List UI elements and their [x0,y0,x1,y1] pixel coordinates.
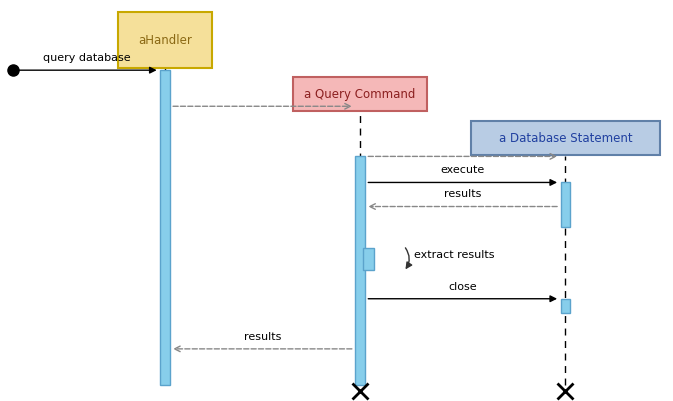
Bar [561,299,570,313]
Text: results: results [444,189,481,199]
FancyBboxPatch shape [471,121,660,155]
Text: query database: query database [42,53,131,63]
Bar [160,70,170,385]
Text: results: results [244,332,281,342]
FancyBboxPatch shape [118,12,212,68]
Bar [355,156,365,385]
Bar [561,182,570,227]
Text: close: close [448,282,477,292]
Text: aHandler: aHandler [138,34,192,47]
Text: a Query Command: a Query Command [304,88,416,101]
Text: a Database Statement: a Database Statement [499,132,632,145]
Text: execute: execute [441,165,485,175]
Text: extract results: extract results [414,250,495,259]
Bar [363,248,374,270]
FancyBboxPatch shape [293,77,427,111]
